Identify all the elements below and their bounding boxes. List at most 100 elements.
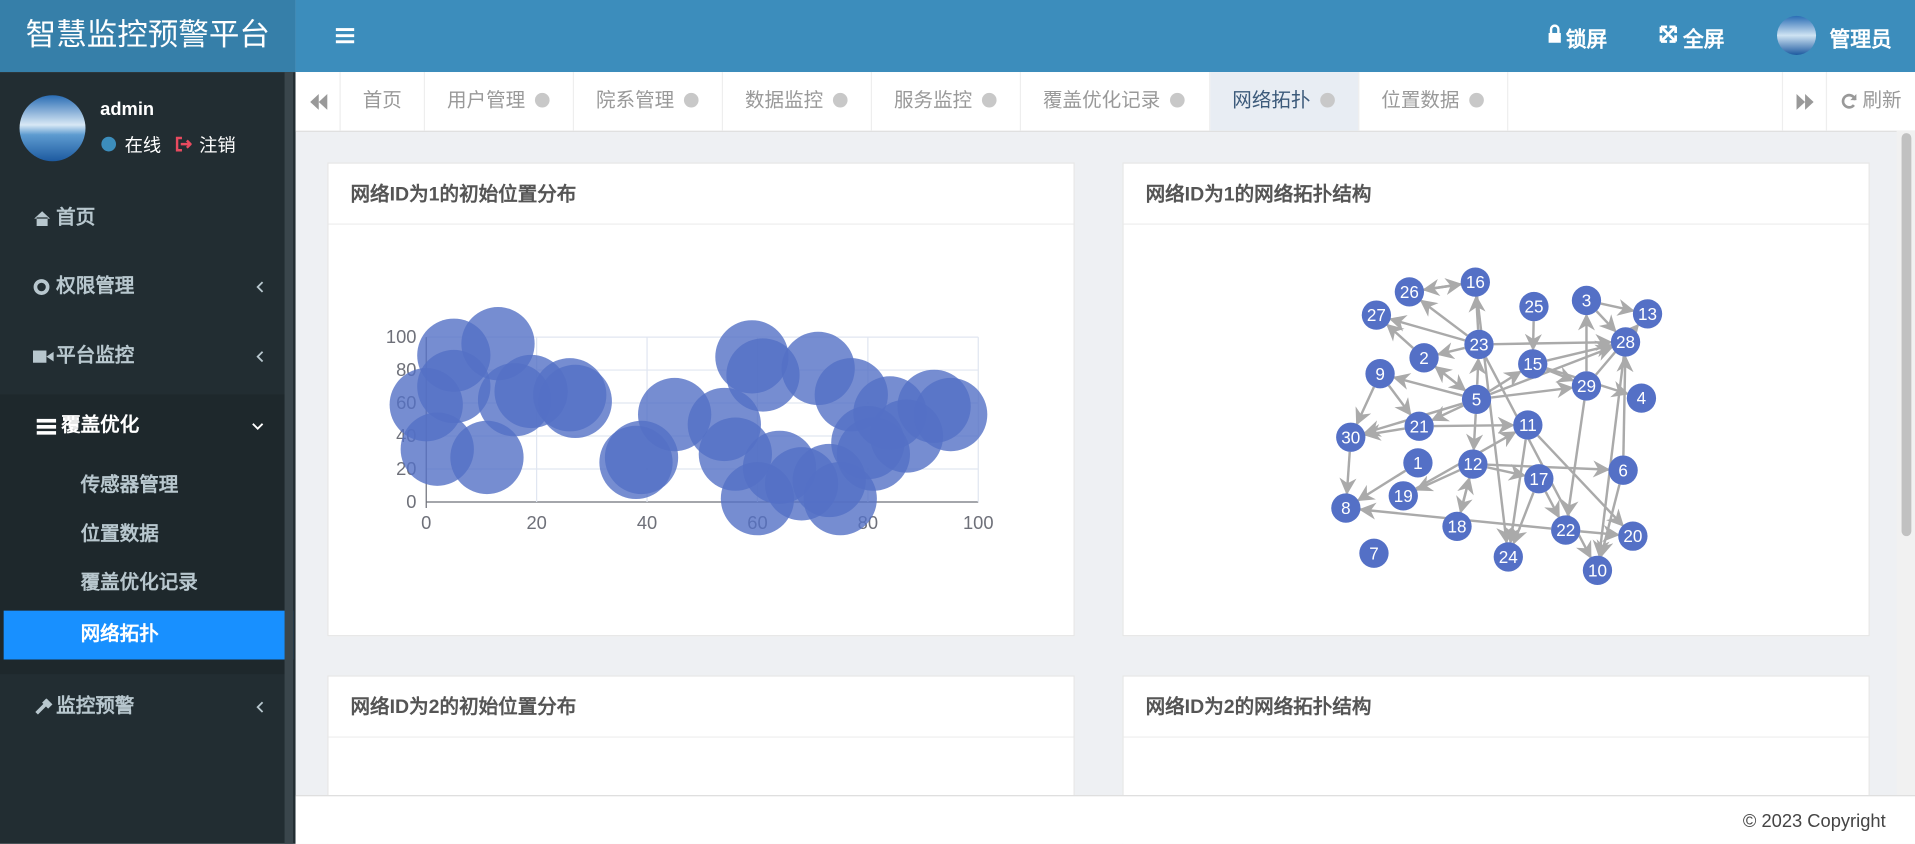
menu-item[interactable]: 首页 — [0, 184, 285, 252]
tab-close[interactable] — [1320, 92, 1335, 108]
menu-item[interactable]: 权限管理 — [0, 253, 285, 321]
submenu-item[interactable]: 传感器管理 — [4, 462, 293, 511]
node — [1458, 449, 1488, 479]
node-label: 5 — [1472, 390, 1481, 409]
node — [1365, 359, 1395, 389]
node-label: 7 — [1369, 544, 1379, 563]
tab[interactable]: 院系管理 — [574, 72, 724, 131]
tab-close[interactable] — [1170, 92, 1185, 108]
top-bar: 锁屏 全屏 管理员 — [295, 0, 1915, 73]
bubble — [831, 405, 905, 480]
node-label: 21 — [1410, 417, 1429, 436]
menu-item[interactable]: 覆盖优化 — [0, 392, 285, 460]
tab-label: 数据监控 — [744, 90, 824, 112]
tab-close[interactable] — [683, 92, 699, 108]
tab-prev[interactable] — [296, 72, 341, 131]
node — [1404, 411, 1434, 441]
node-label: 2 — [1419, 349, 1429, 368]
lock-screen[interactable]: 锁屏 — [1565, 28, 1608, 52]
node — [1388, 481, 1418, 511]
tab-close[interactable] — [981, 92, 997, 108]
tab[interactable]: 用户管理 — [425, 72, 575, 131]
node — [1361, 300, 1392, 330]
edge — [1386, 323, 1414, 349]
fullscreen[interactable]: 全屏 — [1682, 28, 1725, 52]
node — [1493, 542, 1523, 572]
tab-close[interactable] — [534, 92, 550, 108]
node — [1460, 267, 1490, 297]
node — [1464, 329, 1494, 360]
node-label: 30 — [1341, 428, 1360, 447]
node — [1608, 455, 1638, 485]
edge — [1339, 451, 1357, 496]
admin-avatar — [19, 95, 86, 162]
chevron — [252, 423, 264, 430]
edge — [1392, 373, 1463, 397]
edge — [1524, 321, 1542, 352]
fullscreen-icon — [1659, 25, 1677, 43]
menu-item[interactable]: 监控预警 — [0, 673, 285, 741]
edge — [1490, 381, 1574, 399]
chevron — [256, 701, 264, 713]
node-label: 6 — [1618, 461, 1627, 480]
tab-next[interactable] — [1781, 72, 1828, 131]
chevron — [256, 351, 264, 363]
edge — [1616, 354, 1634, 456]
menu-item[interactable]: 平台监控 — [0, 322, 285, 390]
node-label: 27 — [1367, 306, 1386, 325]
bubble — [417, 349, 491, 424]
network-graph: 26 16 27 25 3 13 2 23 28 9 15 29 4 5 21 11 30 1 12 6 17 19 8 18… — [1331, 267, 1663, 586]
menu-label: 覆盖优化 — [61, 415, 140, 437]
tab-close[interactable] — [832, 92, 848, 108]
tab-close[interactable] — [1469, 92, 1484, 108]
node-label: 3 — [1582, 292, 1591, 311]
tab-label: 位置数据 — [1381, 90, 1460, 112]
scroll-thumb — [1901, 133, 1912, 537]
home-icon — [34, 211, 51, 226]
gear-icon — [33, 279, 50, 295]
edge — [1430, 404, 1464, 422]
tab[interactable]: 首页 — [341, 72, 426, 131]
logout[interactable]: 注销 — [199, 135, 236, 157]
node-label: 1 — [1413, 454, 1423, 473]
node-label: 25 — [1524, 298, 1543, 317]
bubble — [726, 338, 800, 412]
user-name[interactable]: 管理员 — [1829, 28, 1892, 52]
menu-toggle[interactable] — [335, 24, 357, 46]
menu-label: 平台监控 — [56, 345, 135, 367]
node — [1461, 384, 1492, 415]
tab-active[interactable]: 网络拓扑 — [1210, 72, 1360, 131]
edge — [1592, 356, 1625, 558]
submenu-item[interactable]: 覆盖优化记录 — [4, 559, 293, 608]
chevron — [256, 281, 264, 293]
edge — [1433, 416, 1515, 434]
edge — [1595, 310, 1617, 333]
submenu-item-active[interactable]: 网络拓扑 — [3, 610, 294, 660]
edge — [1468, 295, 1486, 330]
edge — [1493, 333, 1613, 352]
edge — [1537, 434, 1624, 527]
submenu-label: 网络拓扑 — [80, 624, 159, 645]
node-label: 24 — [1499, 548, 1518, 567]
menu-label: 首页 — [56, 207, 96, 229]
submenu-label: 覆盖优化记录 — [80, 572, 198, 594]
tab[interactable]: 数据监控 — [723, 72, 873, 131]
bubble — [914, 377, 988, 452]
node — [1519, 291, 1549, 322]
node — [1626, 383, 1657, 413]
submenu-item[interactable]: 位置数据 — [4, 511, 293, 560]
tab[interactable]: 覆盖优化记录 — [1021, 72, 1211, 131]
tab-label: 服务监控 — [893, 90, 973, 112]
submenu-label: 位置数据 — [80, 523, 159, 545]
node-label: 11 — [1519, 416, 1537, 435]
edge — [1363, 424, 1405, 441]
node-label: 26 — [1400, 283, 1419, 302]
node — [1394, 277, 1425, 307]
tab[interactable]: 服务监控 — [872, 72, 1022, 131]
edge — [1561, 400, 1586, 518]
tab[interactable]: 位置数据 — [1359, 72, 1509, 131]
node — [1442, 511, 1472, 542]
refresh[interactable]: 刷新 — [1827, 72, 1915, 131]
node — [1331, 493, 1361, 523]
panel: 网络ID为1的网络拓扑结构 26 16 27 25 3 13 2 23 28 9 15 29 4 5 21 11… — [1122, 162, 1870, 637]
